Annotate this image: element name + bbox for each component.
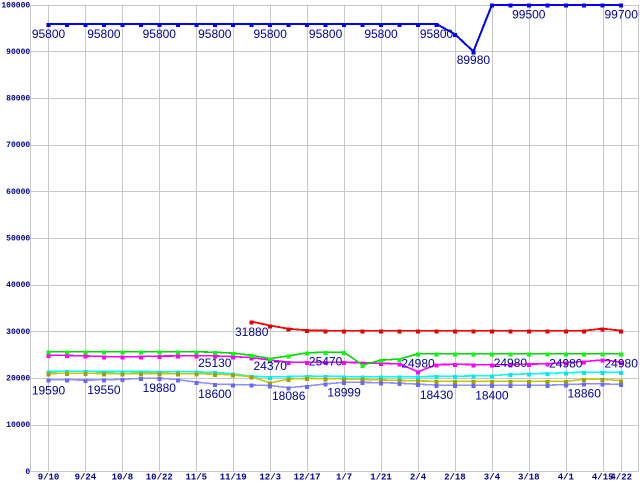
svg-text:95800: 95800 bbox=[254, 27, 288, 41]
svg-text:10000: 10000 bbox=[6, 421, 30, 430]
svg-text:20000: 20000 bbox=[6, 375, 30, 384]
svg-text:70000: 70000 bbox=[6, 141, 30, 150]
svg-text:99700: 99700 bbox=[605, 7, 639, 21]
svg-text:11/5: 11/5 bbox=[185, 473, 207, 481]
svg-text:90000: 90000 bbox=[6, 48, 30, 57]
svg-text:18430: 18430 bbox=[420, 388, 454, 402]
svg-text:24980: 24980 bbox=[401, 357, 435, 371]
svg-text:95800: 95800 bbox=[420, 27, 454, 41]
svg-text:19550: 19550 bbox=[87, 383, 121, 397]
svg-text:1/7: 1/7 bbox=[336, 473, 352, 481]
svg-text:18999: 18999 bbox=[327, 386, 361, 400]
svg-text:18400: 18400 bbox=[475, 388, 509, 402]
svg-text:100000: 100000 bbox=[1, 1, 30, 10]
svg-text:40000: 40000 bbox=[6, 281, 30, 290]
svg-text:9/10: 9/10 bbox=[38, 473, 60, 481]
svg-text:9/24: 9/24 bbox=[75, 473, 97, 481]
svg-text:10/22: 10/22 bbox=[146, 473, 173, 481]
svg-text:24980: 24980 bbox=[605, 357, 639, 371]
svg-text:4/22: 4/22 bbox=[610, 473, 632, 481]
svg-text:4/1: 4/1 bbox=[558, 473, 575, 481]
svg-text:11/19: 11/19 bbox=[220, 473, 247, 481]
svg-text:2/18: 2/18 bbox=[444, 473, 466, 481]
svg-text:18086: 18086 bbox=[272, 389, 306, 403]
svg-text:19880: 19880 bbox=[143, 381, 177, 395]
svg-text:95800: 95800 bbox=[32, 27, 66, 41]
svg-text:95800: 95800 bbox=[364, 27, 398, 41]
svg-text:50000: 50000 bbox=[6, 235, 30, 244]
svg-text:89980: 89980 bbox=[457, 53, 491, 67]
svg-text:25470: 25470 bbox=[309, 355, 343, 369]
svg-text:95800: 95800 bbox=[87, 27, 121, 41]
svg-text:1/21: 1/21 bbox=[370, 473, 392, 481]
svg-text:24370: 24370 bbox=[254, 359, 288, 373]
svg-text:19590: 19590 bbox=[32, 383, 66, 397]
svg-text:2/4: 2/4 bbox=[410, 473, 427, 481]
svg-text:12/17: 12/17 bbox=[294, 473, 321, 481]
svg-text:25130: 25130 bbox=[198, 356, 232, 370]
svg-text:0: 0 bbox=[25, 468, 30, 477]
svg-text:3/4: 3/4 bbox=[484, 473, 501, 481]
svg-text:80000: 80000 bbox=[6, 95, 30, 104]
svg-text:12/3: 12/3 bbox=[259, 473, 281, 481]
svg-text:31880: 31880 bbox=[235, 325, 269, 339]
svg-text:95800: 95800 bbox=[198, 27, 232, 41]
svg-text:4/15: 4/15 bbox=[592, 473, 614, 481]
svg-text:3/18: 3/18 bbox=[518, 473, 540, 481]
svg-text:18860: 18860 bbox=[568, 387, 602, 401]
svg-text:95800: 95800 bbox=[309, 27, 343, 41]
svg-text:24980: 24980 bbox=[494, 356, 528, 370]
svg-text:99500: 99500 bbox=[512, 7, 546, 21]
svg-text:24980: 24980 bbox=[549, 357, 583, 371]
svg-text:30000: 30000 bbox=[6, 328, 30, 337]
svg-text:60000: 60000 bbox=[6, 188, 30, 197]
svg-text:95800: 95800 bbox=[143, 27, 177, 41]
svg-text:10/8: 10/8 bbox=[112, 473, 134, 481]
svg-text:18600: 18600 bbox=[198, 387, 232, 401]
